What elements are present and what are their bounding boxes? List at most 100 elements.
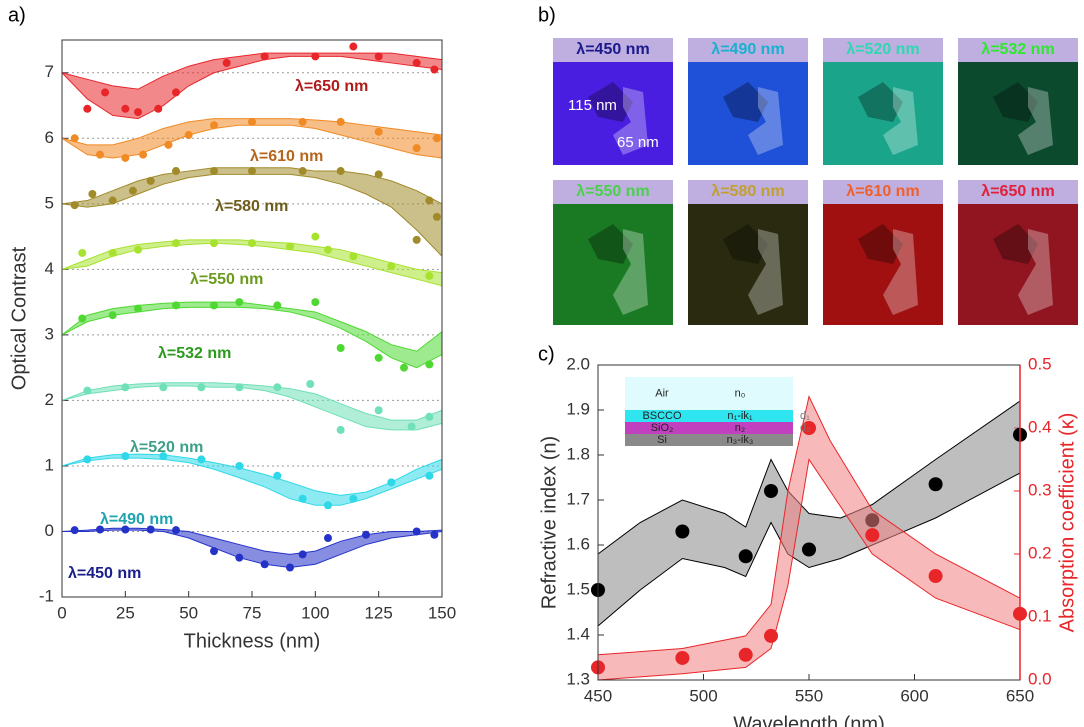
band-lower: [61, 55, 443, 120]
data-point: [235, 383, 244, 392]
band-upper: [61, 301, 443, 352]
data-point: [134, 108, 142, 117]
tile-image: [823, 62, 943, 165]
band-fill: [62, 302, 442, 368]
data-point: [172, 301, 180, 310]
data-point: [184, 131, 193, 140]
series-label: λ=580 nm: [215, 198, 288, 215]
data-point: [108, 311, 117, 320]
data-point: [387, 478, 396, 487]
y2-axis-label: Absorption coefficient (κ): [1056, 413, 1078, 633]
data-point: [928, 569, 943, 584]
data-point: [412, 58, 421, 67]
data-point: [248, 239, 256, 248]
x-tick-label: 75: [243, 603, 262, 622]
data-point: [349, 252, 358, 261]
x-tick-label: 150: [428, 603, 456, 622]
y-tick-label: 1.8: [566, 444, 590, 463]
data-point: [764, 484, 779, 498]
data-point: [407, 422, 416, 431]
data-point: [324, 534, 332, 543]
flake-thick: [883, 87, 918, 155]
tile-image: [958, 204, 1078, 325]
layer: [625, 434, 793, 446]
data-point: [675, 524, 690, 539]
layer-name: Air: [655, 387, 669, 399]
x-axis-label: Thickness (nm): [184, 630, 321, 652]
y-tick-label: 2: [45, 390, 54, 409]
x-tick-label: 500: [689, 686, 717, 705]
layer-index: n₀: [735, 387, 746, 399]
tile-image: [688, 204, 808, 325]
data-point: [374, 127, 383, 136]
data-point: [260, 52, 269, 61]
y-axis-label: Refractive index (n): [538, 436, 560, 609]
tile-label: λ=490 nm: [711, 41, 784, 58]
data-point: [298, 117, 307, 126]
data-point: [134, 304, 142, 313]
data-point: [349, 42, 358, 51]
data-point: [412, 235, 421, 244]
layer-thickness: d₁: [800, 410, 810, 422]
band-fill: [62, 118, 442, 158]
y2-tick-label: 0.4: [1028, 417, 1052, 436]
data-point: [146, 176, 155, 185]
data-point: [172, 526, 180, 535]
data-point: [235, 298, 244, 307]
flake-thick: [883, 229, 918, 315]
data-point: [210, 121, 218, 130]
y-tick-label: -1: [39, 586, 54, 605]
layer-name: BSCCO: [642, 410, 682, 422]
data-point: [675, 650, 690, 665]
layer-index: n₂: [735, 422, 745, 434]
tile-header: [958, 180, 1078, 204]
series-label: λ=550 nm: [190, 271, 263, 288]
data-point: [159, 383, 168, 392]
y-tick-label: 3: [45, 324, 54, 343]
panel-label: c): [538, 343, 555, 365]
data-point: [83, 104, 92, 113]
layer-name: Si: [657, 434, 667, 446]
band-upper: [597, 394, 1021, 656]
data-point: [108, 196, 117, 205]
plot-frame: [61, 39, 443, 598]
tile-header: [823, 180, 943, 204]
data-point: [311, 52, 320, 61]
flake-thin: [723, 224, 768, 264]
data-point: [121, 153, 130, 162]
data-point: [311, 232, 320, 241]
flake-thick: [613, 87, 648, 155]
data-point: [210, 167, 218, 176]
y-tick-label: 1.5: [566, 579, 590, 598]
data-point: [139, 150, 148, 159]
band-lower: [597, 458, 1021, 681]
data-point: [412, 144, 421, 153]
data-point: [738, 549, 753, 564]
flake-thick: [613, 229, 648, 315]
tile-header: [553, 38, 673, 62]
data-point: [121, 525, 130, 534]
data-point: [374, 353, 383, 362]
y-tick-label: 7: [45, 62, 54, 81]
data-point: [432, 212, 441, 221]
x-tick-label: 600: [900, 686, 928, 705]
series-label: λ=520 nm: [130, 439, 203, 456]
layer-index: n₃-ik₃: [727, 434, 754, 446]
tile-header: [688, 180, 808, 204]
data-point: [928, 477, 943, 492]
data-point: [146, 525, 155, 534]
data-point: [374, 170, 383, 179]
data-point: [248, 167, 256, 176]
flake-thick: [748, 87, 783, 155]
y-tick-label: 0: [45, 521, 54, 540]
tile-label: λ=450 nm: [576, 41, 649, 58]
data-point: [210, 547, 218, 556]
y-tick-label: 5: [45, 193, 54, 212]
y-tick-label: 4: [45, 259, 54, 278]
tile-header: [823, 38, 943, 62]
tile-image: [823, 204, 943, 325]
data-point: [172, 88, 180, 97]
data-point: [425, 271, 434, 280]
data-point: [108, 248, 117, 257]
data-point: [336, 425, 345, 434]
